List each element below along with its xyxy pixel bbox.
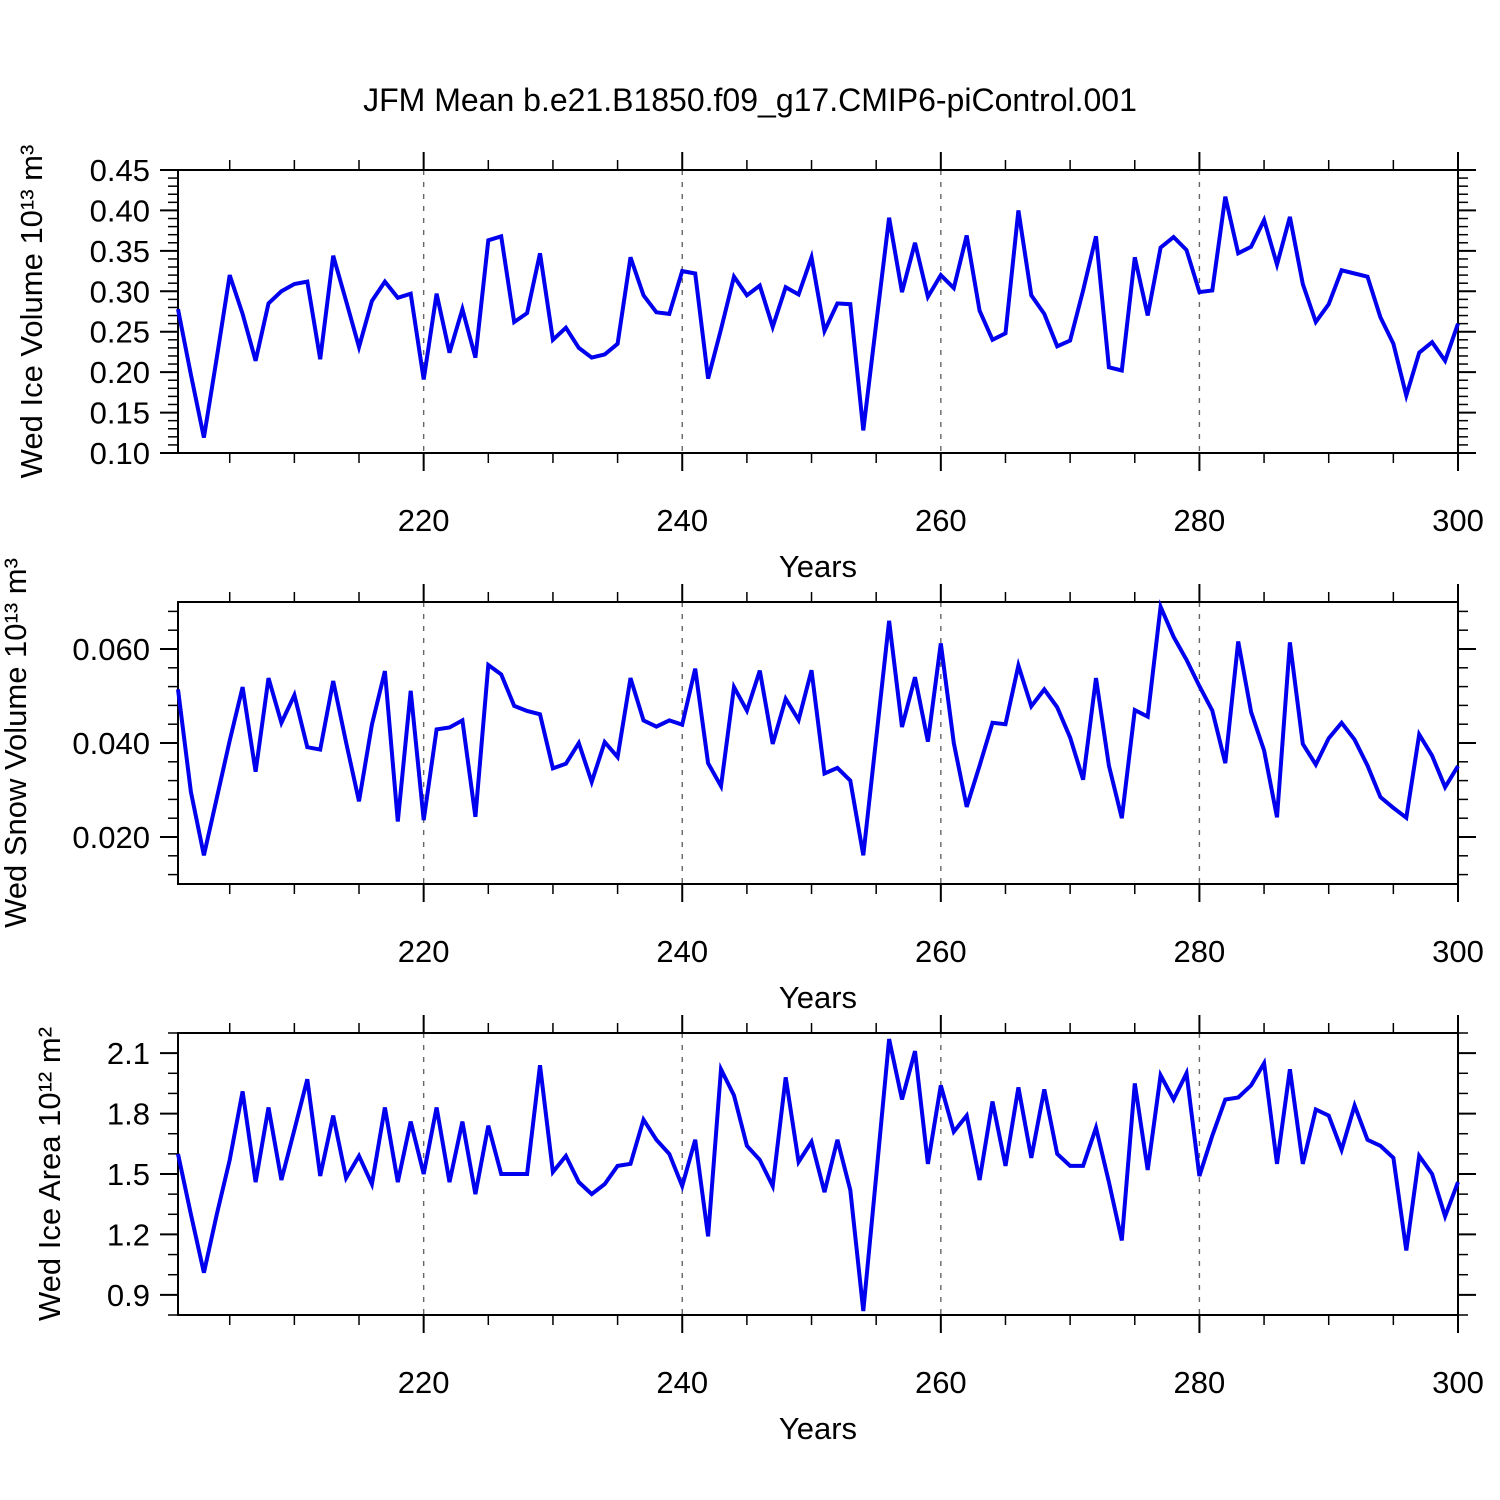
data-line	[176, 599, 1460, 856]
x-tick-label: 300	[1432, 503, 1484, 538]
y-tick-label: 0.15	[90, 396, 150, 431]
x-tick-label: 240	[656, 503, 708, 538]
x-tick-label: 260	[915, 1365, 967, 1400]
y-tick-label: 0.040	[72, 726, 150, 761]
x-tick-label: 220	[398, 1365, 450, 1400]
panel-3: 2.1 1.8 1.5 1.2 0.9 220 240 260 280 300 Years Wed I…	[32, 1015, 1484, 1446]
y-tick-label: 0.020	[72, 820, 150, 855]
chart-title: JFM Mean b.e21.B1850.f09_g17.CMIP6-piCon…	[363, 82, 1137, 118]
plot-box	[177, 601, 1459, 885]
y-axis-title: Wed Ice Area 10¹² m²	[32, 1027, 67, 1321]
y-tick-label: 0.20	[90, 355, 150, 390]
y-tick-label: 1.8	[107, 1097, 150, 1132]
x-tick-label: 220	[398, 934, 450, 969]
data-line	[176, 196, 1460, 439]
x-tick-label: 280	[1174, 1365, 1226, 1400]
plot-box	[177, 1032, 1459, 1316]
x-tick-label: 240	[656, 1365, 708, 1400]
x-axis-title: Years	[779, 549, 857, 584]
y-tick-label: 0.9	[107, 1278, 150, 1313]
x-tick-label: 260	[915, 503, 967, 538]
x-tick-label: 220	[398, 503, 450, 538]
y-tick-label: 0.35	[90, 234, 150, 269]
x-tick-label: 280	[1174, 503, 1226, 538]
y-tick-label: 0.30	[90, 274, 150, 309]
x-tick-label: 300	[1432, 1365, 1484, 1400]
y-tick-label: 0.45	[90, 153, 150, 188]
panel-1: 0.45 0.40 0.35 0.30 0.25 0.20 0.15 0.10 220 240 26…	[14, 145, 1484, 584]
y-tick-label: 0.25	[90, 315, 150, 350]
x-tick-label: 260	[915, 934, 967, 969]
y-tick-label: 0.40	[90, 193, 150, 228]
y-tick-label: 1.2	[107, 1217, 150, 1252]
x-tick-label: 300	[1432, 934, 1484, 969]
y-tick-label: 2.1	[107, 1036, 150, 1071]
y-axis-title: Wed Snow Volume 10¹³ m³	[0, 558, 33, 928]
y-axis-title: Wed Ice Volume 10¹³ m³	[14, 145, 49, 479]
data-line	[176, 1038, 1460, 1312]
x-tick-label: 240	[656, 934, 708, 969]
x-axis-title: Years	[779, 1411, 857, 1446]
panel-2: 0.060 0.040 0.020 220 240 260 280 300 Years Wed S…	[0, 558, 1484, 1015]
y-tick-label: 1.5	[107, 1157, 150, 1192]
y-tick-label: 0.10	[90, 436, 150, 471]
y-tick-label: 0.060	[72, 632, 150, 667]
x-axis-title: Years	[779, 980, 857, 1015]
x-tick-label: 280	[1174, 934, 1226, 969]
